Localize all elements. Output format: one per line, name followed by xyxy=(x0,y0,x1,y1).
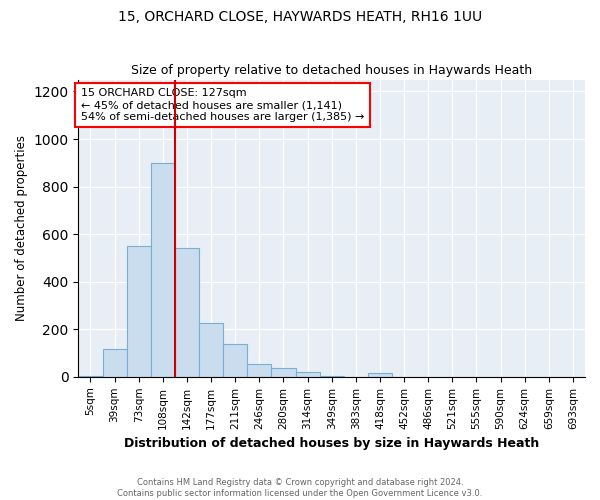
Text: 15 ORCHARD CLOSE: 127sqm
← 45% of detached houses are smaller (1,141)
54% of sem: 15 ORCHARD CLOSE: 127sqm ← 45% of detach… xyxy=(81,88,364,122)
Bar xyxy=(127,246,151,377)
Bar xyxy=(296,372,320,377)
Text: 15, ORCHARD CLOSE, HAYWARDS HEATH, RH16 1UU: 15, ORCHARD CLOSE, HAYWARDS HEATH, RH16 … xyxy=(118,10,482,24)
Bar xyxy=(175,248,199,377)
Bar xyxy=(223,344,247,377)
Bar xyxy=(151,163,175,377)
X-axis label: Distribution of detached houses by size in Haywards Heath: Distribution of detached houses by size … xyxy=(124,437,539,450)
Bar xyxy=(79,376,103,377)
Bar xyxy=(247,364,271,377)
Bar xyxy=(199,324,223,377)
Y-axis label: Number of detached properties: Number of detached properties xyxy=(15,135,28,321)
Bar xyxy=(271,368,296,377)
Bar xyxy=(103,350,127,377)
Bar xyxy=(368,374,392,377)
Bar xyxy=(320,376,344,377)
Title: Size of property relative to detached houses in Haywards Heath: Size of property relative to detached ho… xyxy=(131,64,532,77)
Text: Contains HM Land Registry data © Crown copyright and database right 2024.
Contai: Contains HM Land Registry data © Crown c… xyxy=(118,478,482,498)
